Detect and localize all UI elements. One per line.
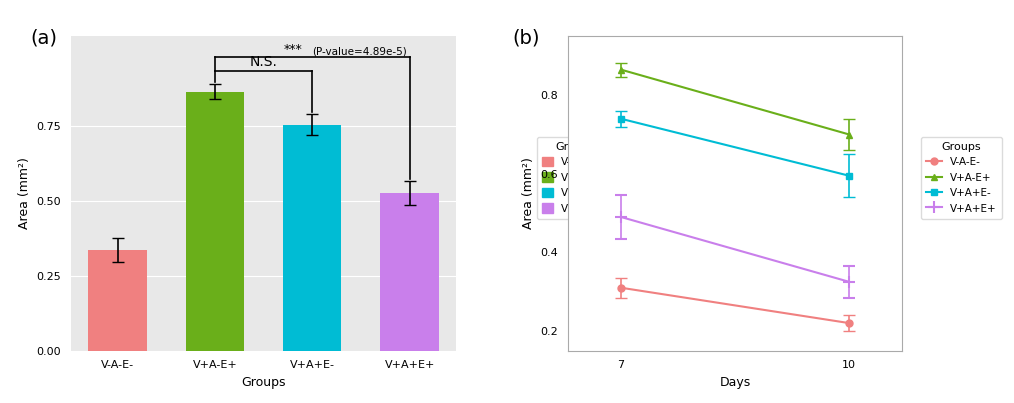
Text: (a): (a) <box>30 28 58 47</box>
Text: (P-value=4.89e-5): (P-value=4.89e-5) <box>312 46 407 56</box>
Bar <box>88 250 147 351</box>
Bar <box>380 193 439 351</box>
X-axis label: Groups: Groups <box>241 376 286 389</box>
Bar <box>283 125 342 351</box>
Legend: V-A-E-, V+A-E+, V+A+E-, V+A+E+: V-A-E-, V+A-E+, V+A+E-, V+A+E+ <box>537 137 612 219</box>
Text: ***: *** <box>284 44 302 56</box>
Legend: V-A-E-, V+A-E+, V+A+E-, V+A+E+: V-A-E-, V+A-E+, V+A+E-, V+A+E+ <box>921 137 1002 219</box>
Text: N.S.: N.S. <box>249 55 278 69</box>
Y-axis label: Area (mm²): Area (mm²) <box>18 158 31 229</box>
X-axis label: Days: Days <box>720 376 750 389</box>
Bar <box>186 91 244 351</box>
Y-axis label: Area (mm²): Area (mm²) <box>522 158 534 229</box>
Text: (b): (b) <box>512 28 539 47</box>
